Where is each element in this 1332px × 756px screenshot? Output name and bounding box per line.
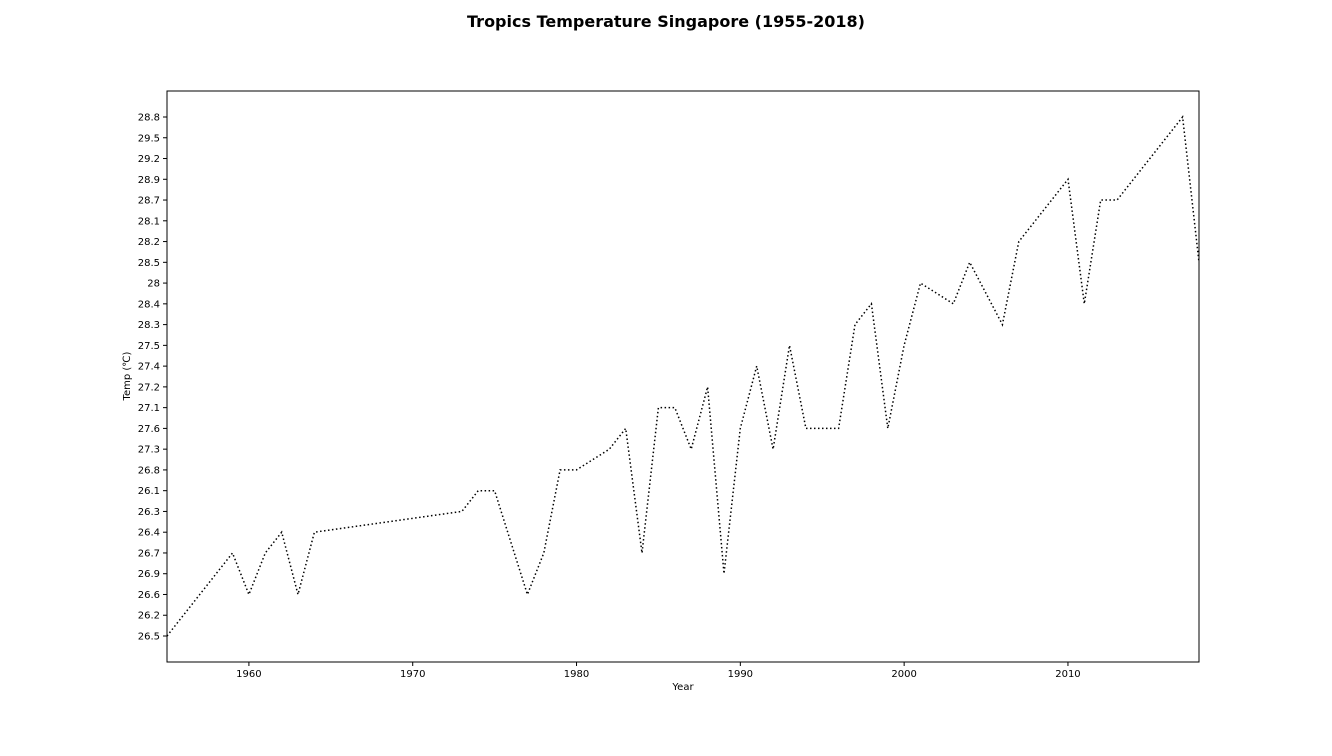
x-tick-label: 1970 bbox=[400, 669, 425, 680]
series-line-temperature bbox=[166, 115, 1200, 637]
plot-frame bbox=[166, 90, 1200, 663]
chart-title: Tropics Temperature Singapore (1955-2018… bbox=[467, 12, 865, 31]
y-tick-label: 26.6 bbox=[138, 590, 160, 601]
x-tick-label: 1980 bbox=[564, 669, 589, 680]
y-tick-label: 28.1 bbox=[138, 216, 160, 227]
x-tick-label: 2000 bbox=[891, 669, 916, 680]
y-tick-label: 27.3 bbox=[138, 445, 160, 456]
y-tick-label: 28.5 bbox=[138, 258, 160, 269]
y-tick-label: 28.4 bbox=[138, 299, 160, 310]
y-tick-label: 26.3 bbox=[138, 507, 160, 518]
y-tick-label: 27.5 bbox=[138, 341, 160, 352]
y-tick-label: 29.5 bbox=[138, 133, 160, 144]
y-axis-label: Temp (℃) bbox=[122, 351, 133, 401]
y-tick-label: 27.6 bbox=[138, 424, 160, 435]
y-tick-label: 28 bbox=[147, 279, 160, 290]
x-tick-label: 1960 bbox=[236, 669, 261, 680]
y-tick-label: 29.2 bbox=[138, 154, 160, 165]
y-tick-label: 26.1 bbox=[138, 486, 160, 497]
y-tick-label: 26.7 bbox=[138, 548, 160, 559]
ticks-layer: 26.5 26.2 26.6 26.9 26.7 26.4 26.3 26.1 26.8 27.3… bbox=[138, 113, 1081, 681]
y-tick-label: 28.8 bbox=[138, 113, 160, 124]
y-tick-label: 27.4 bbox=[138, 362, 160, 373]
y-tick-label: 26.9 bbox=[138, 569, 160, 580]
y-tick-label: 27.2 bbox=[138, 382, 160, 393]
x-tick-label: 2010 bbox=[1055, 669, 1080, 680]
y-tick-label: 26.8 bbox=[138, 465, 160, 476]
y-tick-label: 26.4 bbox=[138, 528, 160, 539]
x-axis-label: Year bbox=[671, 682, 694, 693]
y-tick-label: 28.9 bbox=[138, 175, 160, 186]
y-tick-label: 28.7 bbox=[138, 196, 160, 207]
x-tick-label: 1990 bbox=[728, 669, 753, 680]
y-tick-label: 27.1 bbox=[138, 403, 160, 414]
y-tick-label: 28.3 bbox=[138, 320, 160, 331]
y-tick-label: 26.2 bbox=[138, 611, 160, 622]
y-tick-label: 28.2 bbox=[138, 237, 160, 248]
y-tick-label: 26.5 bbox=[138, 632, 160, 643]
